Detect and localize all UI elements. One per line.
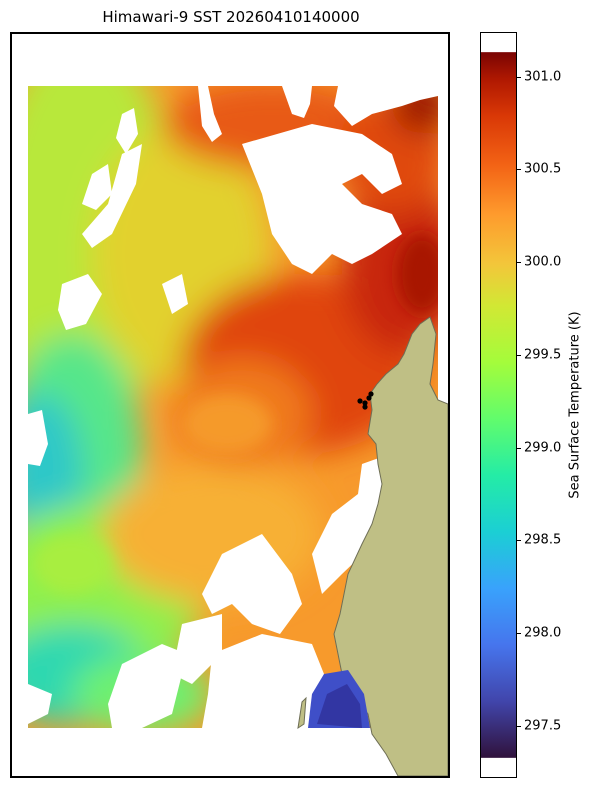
colorbar — [480, 32, 517, 778]
station-markers — [357, 391, 374, 410]
colorbar-tick-label: 300.5 — [524, 161, 562, 177]
colorbar-tick — [517, 76, 521, 78]
colorbar-tick — [517, 262, 521, 264]
colorbar-tick-label: 298.5 — [524, 532, 562, 548]
colorbar-tick — [517, 447, 521, 449]
colorbar-tick — [517, 540, 521, 542]
island — [297, 696, 307, 730]
station-marker — [368, 391, 374, 397]
colorbar-tick-label: 299.5 — [524, 347, 562, 363]
colorbar-tick-label: 301.0 — [524, 69, 562, 85]
colorbar-tick — [517, 169, 521, 171]
station-marker — [362, 400, 368, 406]
colorbar-label: Sea Surface Temperature (K) — [567, 311, 583, 499]
colorbar-tick-label: 299.0 — [524, 440, 562, 456]
colorbar-tick-label: 298.0 — [524, 625, 562, 641]
colorbar-tick — [517, 726, 521, 728]
station-marker — [357, 398, 363, 404]
sst-map — [28, 86, 448, 776]
colorbar-tick-label: 297.5 — [524, 718, 562, 734]
map-panel — [10, 32, 450, 778]
colorbar-tick — [517, 633, 521, 635]
colorbar-tick — [517, 354, 521, 356]
cloud-mask — [28, 86, 438, 728]
station-marker — [366, 395, 372, 401]
map-title: Himawari-9 SST 20260410140000 — [102, 8, 360, 26]
station-marker — [362, 404, 368, 410]
colorbar-tick-label: 300.0 — [524, 254, 562, 270]
